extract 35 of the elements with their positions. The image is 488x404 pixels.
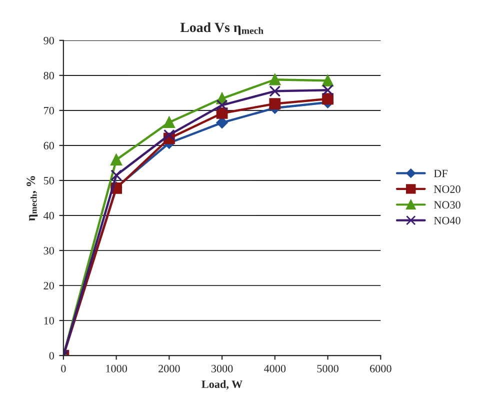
y-tick-label: 70 (44, 106, 54, 114)
y-tick-label: 20 (44, 282, 54, 290)
y-tick-label: 90 (44, 36, 54, 44)
legend-label: NO30 (434, 201, 460, 209)
x-tick-label: 3000 (211, 364, 233, 372)
point (269, 85, 281, 97)
point (322, 74, 334, 86)
x-tick-label: 4000 (264, 364, 286, 372)
y-tick-label: 40 (44, 212, 54, 220)
chart-title: Load Vs η$_{mech}$ (180, 22, 264, 35)
point (269, 98, 281, 110)
point (163, 116, 175, 128)
point (322, 93, 334, 105)
y-tick-label: 50 (44, 176, 54, 184)
legend-label: NO40 (434, 216, 460, 224)
x-axis-title: Load, W (202, 380, 242, 390)
y-tick-label: 30 (44, 246, 54, 254)
x-tick-label: 5000 (317, 364, 338, 372)
legend-label: NO20 (434, 185, 460, 193)
x-tick-label: 1000 (106, 364, 127, 372)
y-tick-label: 60 (44, 142, 54, 150)
x-tick-label: 6000 (370, 364, 392, 372)
point (110, 154, 122, 166)
y-tick-label: 0 (49, 352, 54, 360)
y-tick-label: 10 (44, 316, 54, 324)
x-tick-label: 0 (61, 364, 66, 372)
x-tick-label: 2000 (158, 364, 180, 372)
point (269, 74, 281, 86)
legend-label: DF (434, 170, 448, 178)
point (110, 170, 122, 181)
point (163, 129, 175, 141)
point (322, 84, 334, 96)
y-tick-label: 80 (44, 72, 54, 80)
point (216, 99, 228, 111)
y-axis-title: η$_{mech}$, % (26, 176, 38, 221)
